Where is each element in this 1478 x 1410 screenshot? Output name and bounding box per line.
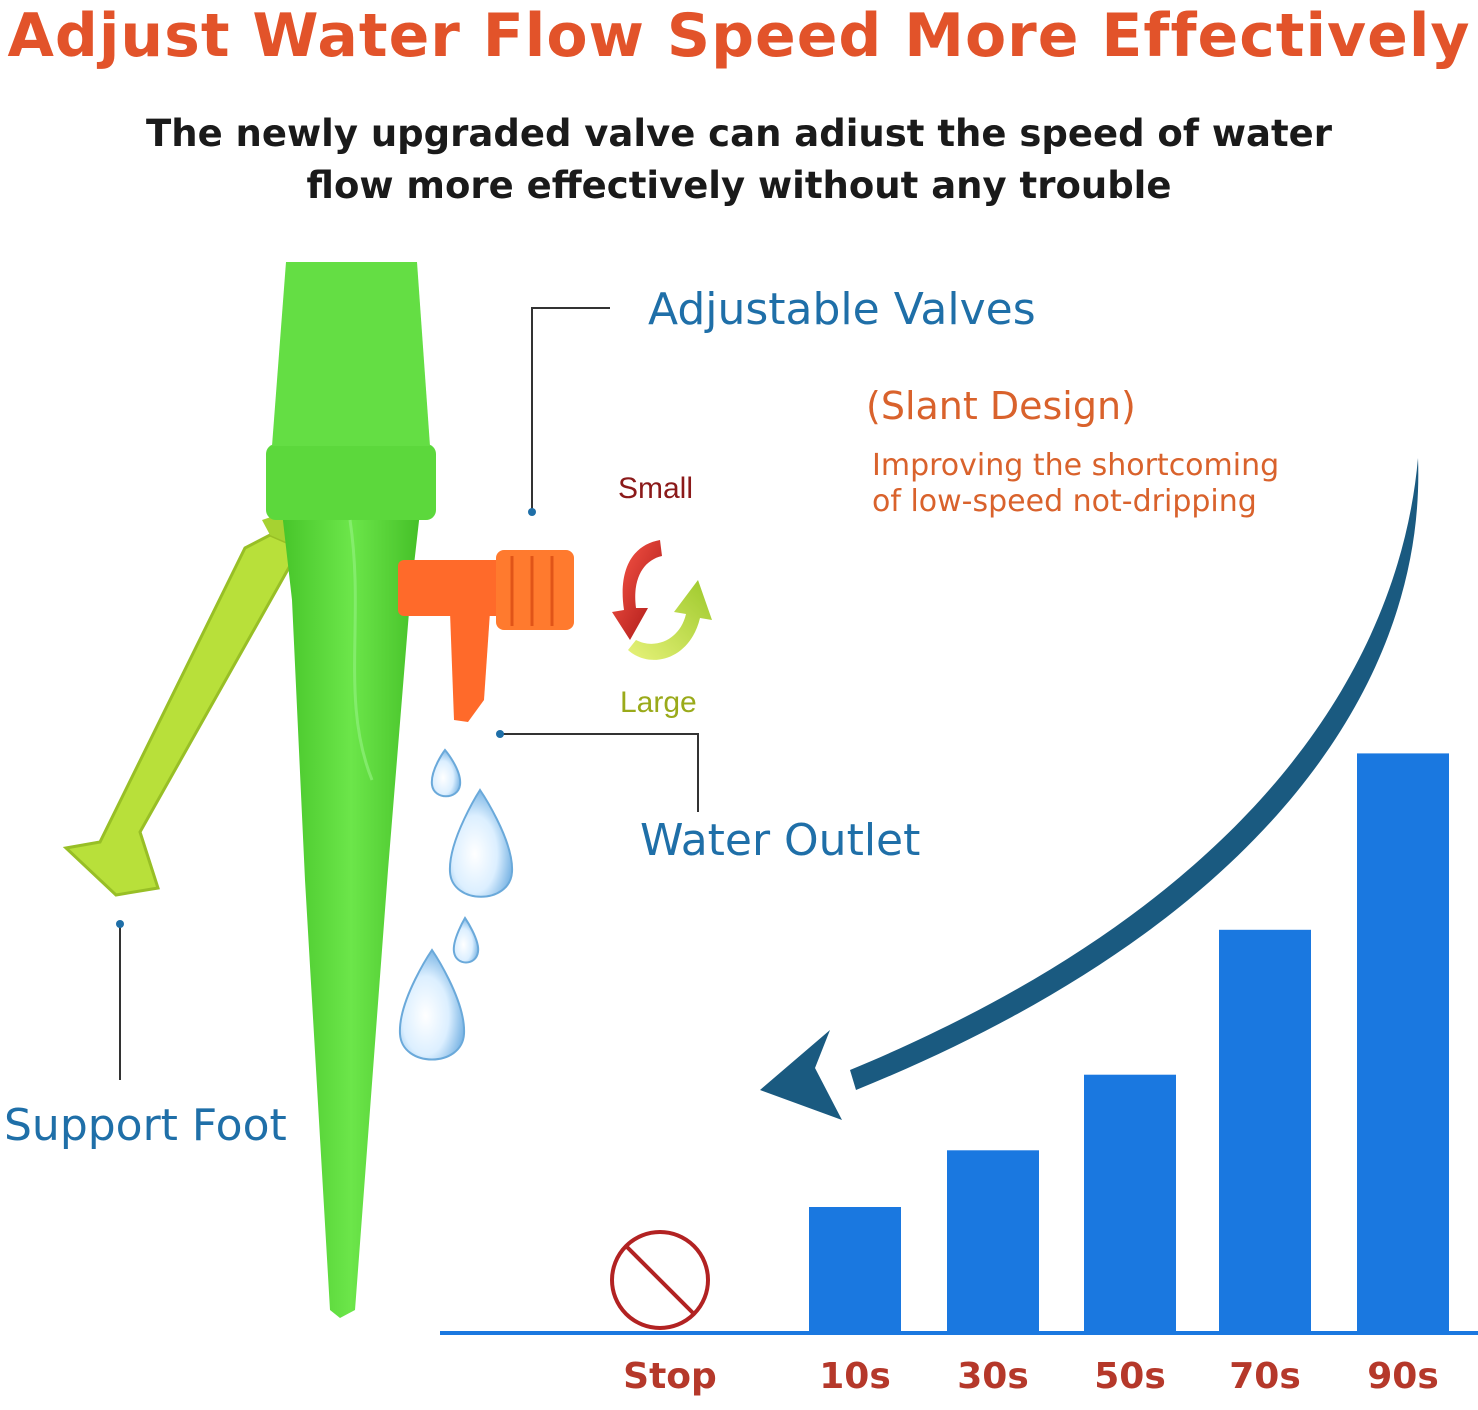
water-outlet-label: Water Outlet <box>640 815 921 866</box>
small-label: Small <box>618 472 694 505</box>
support-foot-graphic <box>62 508 303 897</box>
slant-design-label: (Slant Design) <box>866 384 1136 428</box>
bar-30s <box>947 1150 1039 1333</box>
slant-note-line2: of low-speed not-dripping <box>872 484 1257 519</box>
x-label-Stop: Stop <box>623 1356 717 1397</box>
x-label-30s: 30s <box>957 1356 1029 1397</box>
x-label-10s: 10s <box>819 1356 891 1397</box>
rotation-arrows-icon <box>612 540 712 660</box>
bar-70s <box>1219 929 1311 1333</box>
bar-10s <box>809 1207 901 1333</box>
callout-lines <box>116 307 699 1080</box>
spike-graphic <box>266 262 436 1318</box>
valve-graphic <box>398 550 574 722</box>
support-foot-label: Support Foot <box>4 1100 287 1151</box>
bar-50s <box>1084 1074 1176 1333</box>
page-subtitle: The newly upgraded valve can adiust the … <box>145 112 1333 207</box>
x-label-50s: 50s <box>1094 1356 1166 1397</box>
bar-90s <box>1357 753 1449 1333</box>
page-title: Adjust Water Flow Speed More Effectively <box>7 1 1471 71</box>
adjustable-valves-label: Adjustable Valves <box>648 284 1036 335</box>
water-drops-graphic <box>398 748 514 1061</box>
x-label-90s: 90s <box>1367 1356 1439 1397</box>
stop-icon <box>610 1230 710 1330</box>
curved-arrow-icon <box>760 458 1419 1120</box>
x-label-70s: 70s <box>1229 1356 1301 1397</box>
chart-bars <box>809 753 1449 1333</box>
large-label: Large <box>620 686 697 719</box>
slant-note-line1: Improving the shortcoming <box>872 448 1280 483</box>
